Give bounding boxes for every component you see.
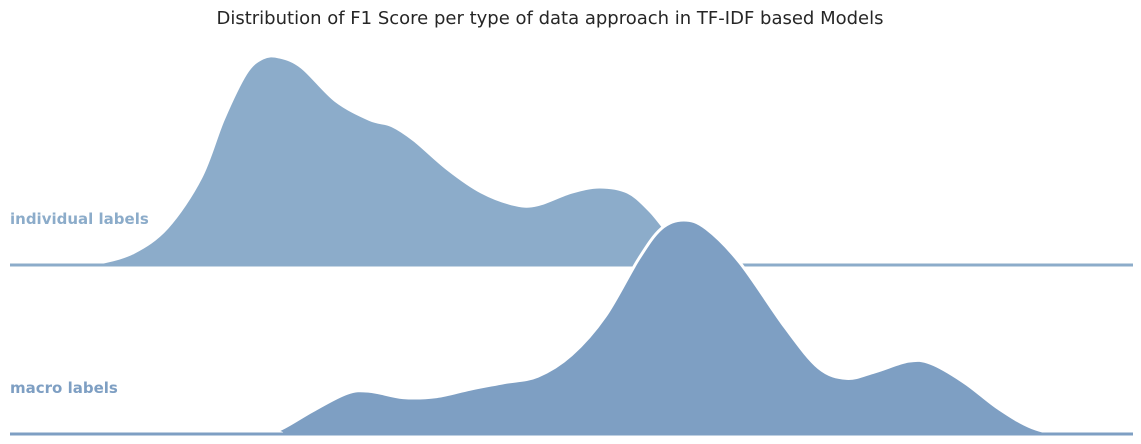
ridge-label-macro-labels: macro labels <box>10 379 118 397</box>
ridges-group: individual labels macro labels <box>9 54 1134 436</box>
chart-title: Distribution of F1 Score per type of dat… <box>216 8 883 29</box>
density-area-individual-labels <box>10 55 1133 266</box>
ridge-label-individual-labels: individual labels <box>10 210 149 228</box>
density-area-macro-labels <box>10 220 1133 435</box>
density-outline-macro-labels <box>9 218 1134 436</box>
